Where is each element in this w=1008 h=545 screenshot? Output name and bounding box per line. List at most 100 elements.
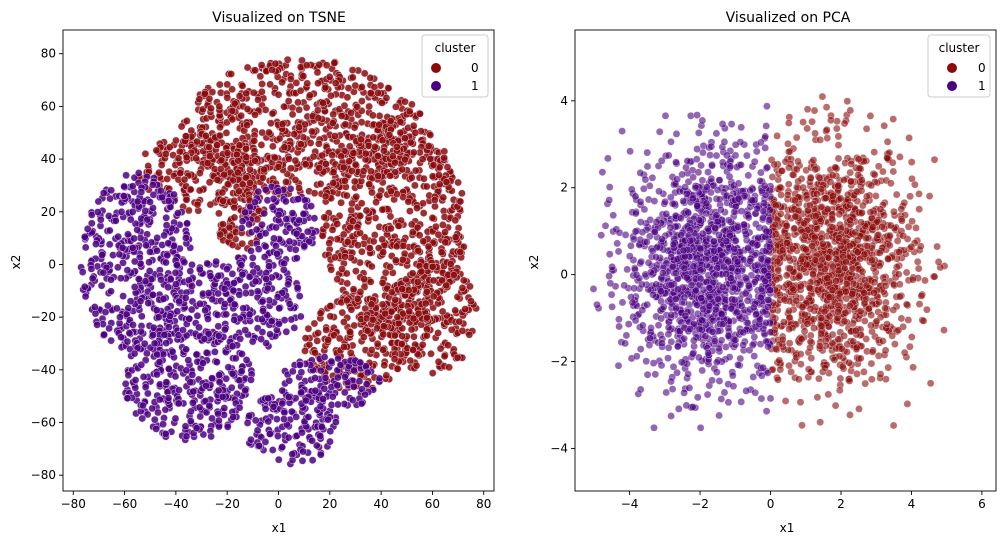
- tsne-point-cluster-1: [238, 270, 247, 279]
- tsne-point-cluster-0: [213, 176, 222, 184]
- tsne-point-cluster-1: [143, 215, 152, 224]
- tsne-point-cluster-1: [124, 230, 132, 239]
- tsne-point-cluster-0: [223, 93, 232, 102]
- tsne-point-cluster-0: [353, 102, 361, 111]
- tsne-point-cluster-0: [429, 161, 438, 169]
- tsne-point-cluster-0: [157, 161, 166, 169]
- pca-point-cluster-0: [853, 248, 862, 256]
- tsne-point-cluster-0: [192, 154, 200, 163]
- pca-point-cluster-0: [844, 190, 852, 199]
- tsne-point-cluster-0: [228, 241, 237, 249]
- tsne-point-cluster-1: [293, 254, 301, 262]
- tsne-point-cluster-0: [329, 179, 338, 187]
- tsne-point-cluster-0: [195, 95, 204, 104]
- tsne-point-cluster-1: [149, 290, 157, 299]
- tsne-point-cluster-1: [280, 408, 289, 417]
- tsne-point-cluster-0: [269, 142, 277, 151]
- tsne-point-cluster-0: [227, 70, 235, 78]
- tsne-point-cluster-0: [352, 267, 360, 275]
- tsne-point-cluster-1: [295, 216, 304, 225]
- tsne-point-cluster-0: [258, 80, 266, 88]
- tsne-point-cluster-0: [368, 188, 376, 197]
- pca-point-cluster-0: [923, 305, 931, 314]
- tsne-point-cluster-0: [456, 248, 465, 256]
- pca-point-cluster-0: [896, 153, 904, 161]
- pca-point-cluster-1: [757, 168, 765, 177]
- tsne-point-cluster-0: [389, 152, 397, 160]
- tsne-point-cluster-0: [182, 153, 191, 162]
- tsne-point-cluster-0: [234, 156, 243, 165]
- tsne-point-cluster-0: [266, 80, 274, 89]
- tsne-point-cluster-0: [326, 312, 335, 321]
- tsne-point-cluster-0: [367, 167, 375, 176]
- tsne-point-cluster-1: [107, 336, 115, 345]
- tsne-point-cluster-0: [163, 175, 172, 183]
- tsne-point-cluster-1: [286, 184, 295, 193]
- tsne-point-cluster-0: [314, 79, 322, 88]
- pca-point-cluster-0: [845, 302, 854, 310]
- pca-point-cluster-0: [898, 217, 906, 225]
- tsne-point-cluster-0: [258, 128, 267, 137]
- tsne-point-cluster-0: [303, 79, 312, 88]
- tsne-point-cluster-0: [306, 139, 315, 147]
- tsne-point-cluster-1: [173, 261, 181, 270]
- tsne-point-cluster-0: [337, 152, 346, 161]
- tsne-point-cluster-1: [83, 225, 92, 233]
- tsne-point-cluster-0: [321, 192, 330, 201]
- tsne-point-cluster-1: [161, 430, 170, 438]
- pca-point-cluster-0: [822, 194, 830, 202]
- tsne-point-cluster-0: [215, 209, 223, 218]
- pca-point-cluster-0: [858, 267, 867, 276]
- tsne-point-cluster-0: [186, 185, 195, 194]
- tsne-point-cluster-1: [275, 304, 284, 313]
- tsne-point-cluster-1: [279, 265, 288, 274]
- tsne-point-cluster-0: [461, 305, 469, 313]
- tsne-point-cluster-0: [386, 171, 394, 180]
- pca-point-cluster-0: [831, 401, 840, 410]
- pca-point-cluster-0: [858, 176, 866, 184]
- tsne-point-cluster-1: [247, 247, 255, 255]
- pca-point-cluster-0: [818, 255, 826, 264]
- pca-point-cluster-0: [842, 287, 850, 296]
- pca-point-cluster-0: [783, 231, 792, 240]
- tsne-y-tick-label: 20: [41, 205, 56, 219]
- pca-point-cluster-0: [834, 132, 843, 141]
- tsne-point-cluster-0: [337, 112, 346, 120]
- pca-point-cluster-0: [878, 222, 886, 231]
- tsne-point-cluster-0: [288, 110, 297, 119]
- tsne-point-cluster-0: [379, 322, 388, 331]
- tsne-point-cluster-1: [297, 368, 306, 377]
- tsne-point-cluster-0: [193, 137, 201, 146]
- tsne-point-cluster-1: [129, 321, 137, 329]
- pca-point-cluster-0: [778, 167, 786, 175]
- tsne-point-cluster-0: [394, 222, 403, 230]
- tsne-point-cluster-1: [251, 416, 260, 425]
- tsne-point-cluster-1: [284, 393, 293, 401]
- pca-point-cluster-0: [816, 136, 824, 144]
- tsne-point-cluster-0: [428, 214, 437, 222]
- pca-point-cluster-0: [825, 293, 834, 301]
- tsne-point-cluster-1: [204, 289, 213, 297]
- tsne-point-cluster-0: [375, 120, 383, 129]
- tsne-point-cluster-1: [93, 320, 101, 329]
- tsne-point-cluster-0: [347, 206, 356, 215]
- tsne-y-tick-label: −40: [31, 363, 56, 377]
- tsne-point-cluster-0: [408, 269, 417, 278]
- tsne-point-cluster-0: [278, 78, 286, 87]
- pca-point-cluster-0: [785, 119, 793, 127]
- tsne-point-cluster-1: [119, 292, 127, 300]
- tsne-point-cluster-0: [183, 117, 191, 125]
- tsne-point-cluster-1: [145, 258, 153, 267]
- pca-point-cluster-0: [833, 117, 841, 125]
- tsne-point-cluster-1: [273, 415, 281, 423]
- tsne-x-tick-label: −40: [163, 497, 188, 511]
- tsne-point-cluster-0: [291, 176, 300, 184]
- tsne-point-cluster-1: [199, 359, 207, 367]
- tsne-point-cluster-0: [456, 197, 465, 206]
- pca-point-cluster-0: [824, 253, 833, 262]
- tsne-point-cluster-1: [124, 304, 133, 312]
- tsne-point-cluster-1: [159, 295, 168, 303]
- tsne-point-cluster-1: [152, 425, 161, 433]
- pca-point-cluster-0: [907, 158, 916, 166]
